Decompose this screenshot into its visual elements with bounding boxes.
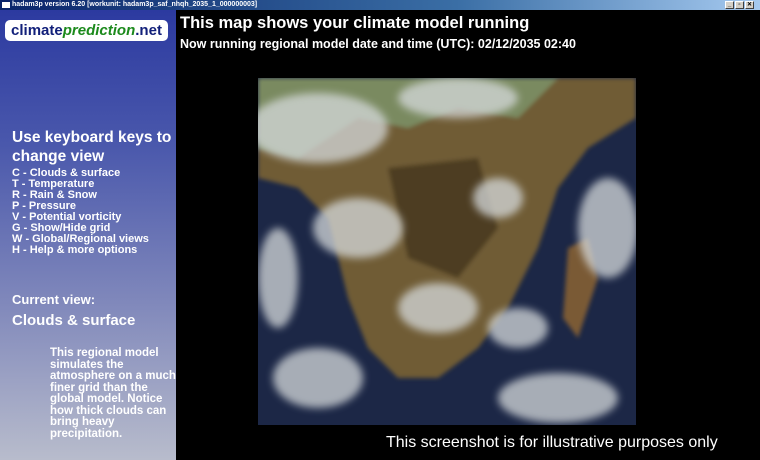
key-item: P - Pressure (12, 200, 77, 212)
page-title: This map shows your climate model runnin… (180, 14, 530, 32)
current-view-value: Clouds & surface (12, 312, 136, 329)
close-button[interactable]: ✕ (745, 1, 754, 9)
description: This regional model simulates the atmosp… (50, 347, 176, 440)
header: This map shows your climate model runnin… (180, 13, 576, 54)
minimize-button[interactable]: _ (725, 1, 734, 9)
climateprediction-logo: climateprediction.net (5, 20, 168, 41)
model-datetime: Now running regional model date and time… (180, 37, 576, 51)
climate-map[interactable] (258, 78, 636, 425)
current-view-label: Current view: (12, 292, 96, 307)
keys-title: Use keyboard keys to change view (12, 129, 172, 165)
key-item: V - Potential vorticity (12, 211, 122, 223)
maximize-button[interactable]: ▫ (735, 1, 744, 9)
disclaimer: This screenshot is for illustrative purp… (386, 434, 718, 451)
window-title-bar[interactable]: hadam3p version 6.20 [workunit: hadam3p_… (0, 0, 760, 10)
app-icon (2, 2, 10, 8)
sidebar: climateprediction.net Use keyboard keys … (0, 10, 176, 460)
clouds (258, 78, 636, 423)
key-item: H - Help & more options (12, 244, 138, 256)
key-item: R - Rain & Snow (12, 189, 97, 201)
key-list: C - Clouds & surface T - Temperature R -… (12, 168, 149, 256)
key-item: G - Show/Hide grid (12, 222, 111, 234)
window-title: hadam3p version 6.20 [workunit: hadam3p_… (12, 1, 258, 8)
key-item: C - Clouds & surface (12, 167, 121, 179)
key-item: W - Global/Regional views (12, 233, 149, 245)
key-item: T - Temperature (12, 178, 95, 190)
